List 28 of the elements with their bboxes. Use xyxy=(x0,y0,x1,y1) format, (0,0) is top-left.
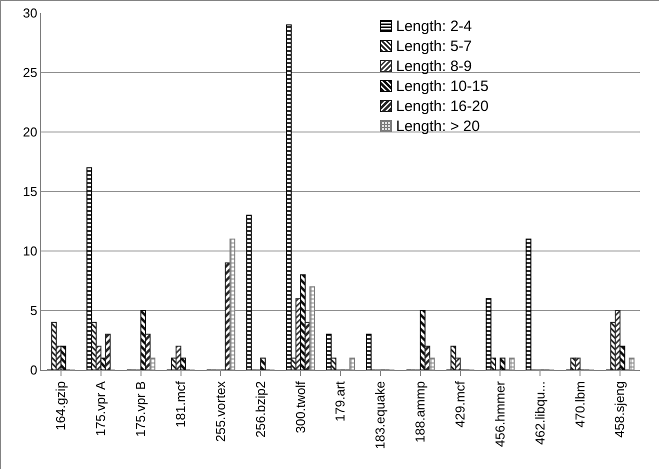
legend-label: Length: > 20 xyxy=(396,118,480,134)
y-tick-label: 10 xyxy=(22,244,38,259)
x-tick-label: 470.lbm xyxy=(572,381,588,428)
x-tick-label: 179.art xyxy=(332,380,348,422)
x-tick-label: 256.bzip2 xyxy=(252,381,268,438)
x-tick-label: 175.vpr B xyxy=(133,381,148,437)
legend-label: Length: 16-20 xyxy=(396,98,489,114)
x-tick-label: 175.vpr A xyxy=(93,380,108,436)
y-tick-label: 15 xyxy=(22,184,38,200)
y-tick-label: 20 xyxy=(22,124,38,140)
x-tick-label: 458.sjeng xyxy=(612,381,628,438)
x-tick-label: 183.equake xyxy=(372,381,388,450)
y-tick-label: 0 xyxy=(30,362,38,378)
x-tick-label: 429.mcf xyxy=(452,380,468,428)
y-tick-label: 30 xyxy=(22,6,38,21)
legend-label: Length: 10-15 xyxy=(396,78,489,94)
x-tick-label: 164.gzip xyxy=(53,381,68,430)
x-tick-label: 456.hmmer xyxy=(492,380,508,447)
y-tick-label: 5 xyxy=(30,303,38,318)
y-tick-label: 25 xyxy=(22,65,38,80)
legend-label: Length: 8-9 xyxy=(396,58,472,74)
x-tick-label: 462.libqu... xyxy=(532,381,548,445)
x-tick-label: 255.vortex xyxy=(212,380,228,442)
legend-label: Length: 5-7 xyxy=(396,38,472,54)
x-tick-label: 181.mcf xyxy=(172,380,188,428)
legend-label: Length: 2-4 xyxy=(396,18,472,34)
x-tick-label: 300.twolf xyxy=(292,380,308,434)
x-tick-label: 188.ammp xyxy=(412,381,428,443)
